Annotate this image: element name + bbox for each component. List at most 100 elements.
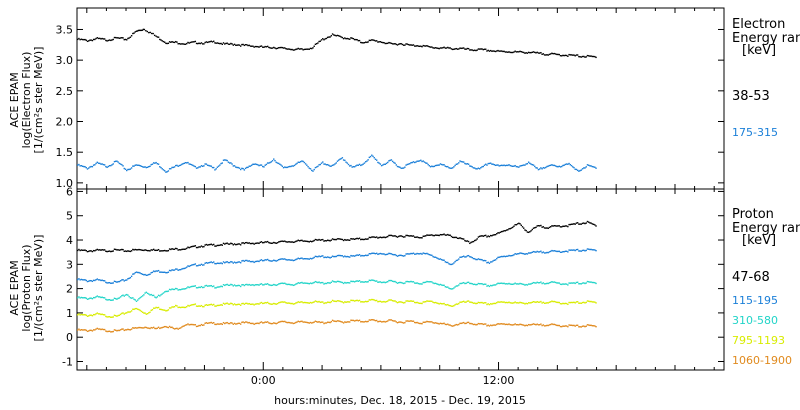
proton-data-point <box>203 264 205 266</box>
proton-data-point <box>97 328 100 330</box>
proton-data-point <box>585 282 587 284</box>
electron-data-point <box>304 163 307 165</box>
proton-data-point <box>426 280 428 283</box>
electron-data-point <box>518 51 520 53</box>
proton-data-point <box>130 297 133 299</box>
proton-data-point <box>219 323 221 325</box>
electron-data-point <box>288 48 291 50</box>
electron-data-point <box>537 52 540 54</box>
proton-data-point <box>526 303 529 305</box>
proton-data-point <box>323 302 325 305</box>
proton-data-point <box>421 302 423 305</box>
electron-data-point <box>112 38 114 41</box>
electron-data-point <box>548 53 551 56</box>
electron-data-point <box>352 165 355 168</box>
proton-data-point <box>178 269 181 271</box>
proton-data-point <box>95 313 97 315</box>
proton-data-point <box>363 238 366 241</box>
proton-data-point <box>500 323 503 325</box>
proton-data-point <box>361 320 363 323</box>
electron-data-point <box>532 164 535 166</box>
proton-data-point <box>155 270 157 272</box>
electron-data-point <box>336 160 339 162</box>
proton-data-point <box>249 242 252 245</box>
electron-data-point <box>276 47 279 50</box>
electron-legend-title-1: Electron <box>732 17 785 32</box>
proton-data-point <box>427 321 429 323</box>
electron-data-point <box>151 163 154 165</box>
electron-data-point <box>407 43 410 46</box>
electron-data-point <box>176 164 178 167</box>
proton-data-point <box>372 298 374 301</box>
proton-data-point <box>536 250 538 253</box>
proton-data-point <box>474 258 476 260</box>
proton-data-point <box>119 296 122 298</box>
proton-data-point <box>247 260 249 262</box>
electron-data-point <box>547 165 549 167</box>
proton-data-point <box>342 302 345 304</box>
proton-data-point <box>536 300 538 303</box>
electron-data-point <box>431 165 433 167</box>
proton-data-point <box>421 253 423 255</box>
proton-data-point <box>258 242 260 245</box>
proton-data-point <box>274 303 276 305</box>
proton-data-point <box>235 304 237 306</box>
proton-data-point <box>510 324 513 326</box>
electron-data-point <box>181 43 183 45</box>
electron-data-point <box>538 168 541 170</box>
proton-data-point <box>101 279 103 281</box>
electron-data-point <box>378 41 380 43</box>
electron-data-point <box>553 164 556 167</box>
proton-data-point <box>129 277 132 279</box>
proton-data-point <box>406 300 409 302</box>
proton-data-point <box>553 300 556 303</box>
proton-data-point <box>518 222 520 224</box>
electron-data-point <box>309 47 312 50</box>
proton-data-point <box>302 258 304 260</box>
proton-data-point <box>217 244 220 247</box>
proton-data-point <box>525 324 527 326</box>
proton-data-point <box>504 230 507 232</box>
proton-data-point <box>173 306 176 308</box>
proton-data-point <box>531 251 534 253</box>
proton-data-point <box>149 311 151 313</box>
proton-data-point <box>356 319 358 321</box>
proton-data-point <box>213 303 215 306</box>
proton-data-point <box>117 329 119 332</box>
proton-data-point <box>373 279 375 282</box>
electron-data-point <box>307 165 309 168</box>
proton-data-point <box>432 301 434 303</box>
proton-data-point <box>481 259 483 261</box>
electron-data-point <box>594 55 596 58</box>
proton-data-point <box>105 330 107 332</box>
electron-data-point <box>427 45 429 48</box>
proton-data-point <box>312 257 314 259</box>
proton-data-point <box>591 223 594 225</box>
proton-data-point <box>586 248 589 250</box>
proton-data-point <box>200 263 203 266</box>
proton-data-point <box>384 253 386 256</box>
electron-data-point <box>99 37 101 40</box>
electron-data-point <box>298 48 301 50</box>
proton-data-point <box>503 301 505 303</box>
proton-data-point <box>215 262 217 265</box>
proton-data-point <box>514 224 516 226</box>
proton-data-point <box>583 282 585 284</box>
electron-data-point <box>273 46 275 49</box>
proton-data-point <box>520 301 522 304</box>
proton-data-point <box>96 295 99 297</box>
proton-data-point <box>150 249 152 251</box>
proton-data-point <box>149 250 151 252</box>
proton-data-point <box>413 301 416 304</box>
proton-data-point <box>395 321 397 323</box>
proton-data-point <box>536 225 538 227</box>
proton-data-point <box>378 236 380 239</box>
electron-data-point <box>217 165 220 167</box>
proton-data-point <box>469 256 471 258</box>
proton-data-point <box>383 320 385 323</box>
electron-data-point <box>262 46 264 48</box>
proton-data-point <box>578 250 580 252</box>
proton-data-point <box>562 225 564 227</box>
proton-data-point <box>526 324 529 327</box>
proton-data-point <box>519 323 521 325</box>
